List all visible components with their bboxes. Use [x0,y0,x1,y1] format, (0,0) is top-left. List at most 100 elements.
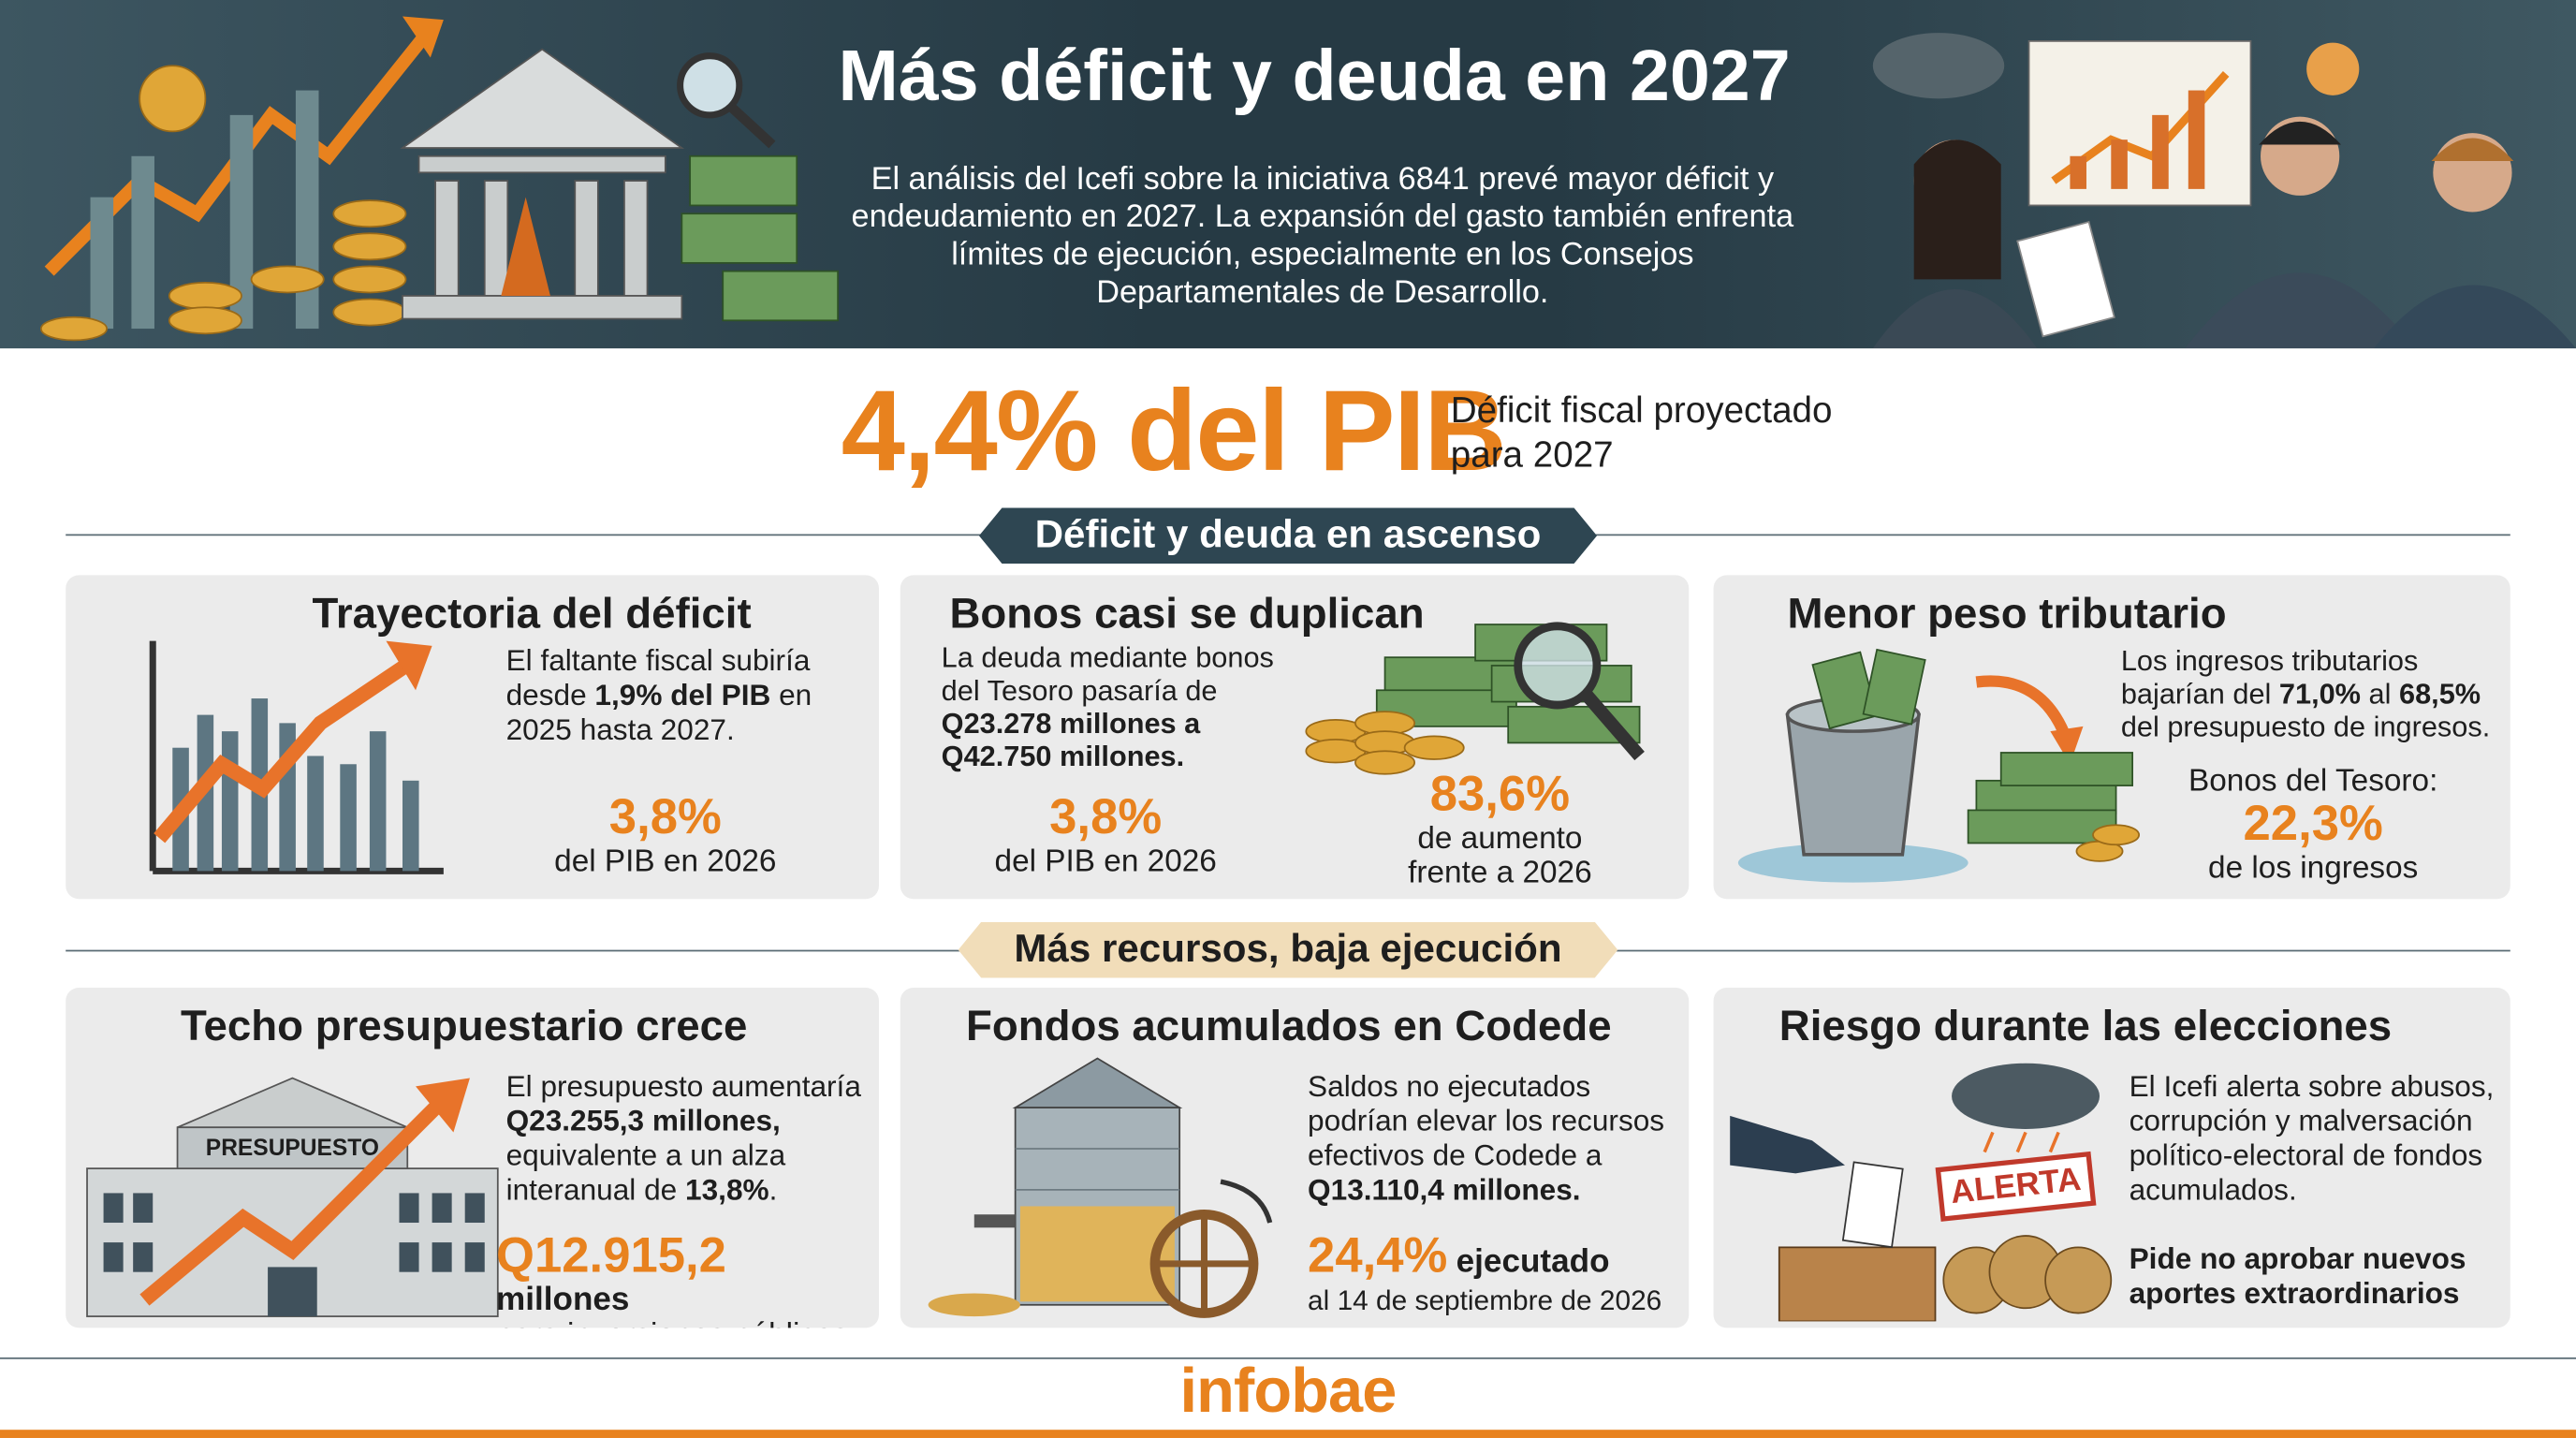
shape [1580,689,1645,761]
shape [1862,648,1926,726]
text-run: El presupuesto aumentaría [505,1069,861,1103]
text-run-bold: 1,9% del PIB [594,678,771,712]
headline-caption: Déficit fiscal proyectado para 2027 [1450,389,1833,476]
text-run-bold: Q23.255,3 millones, [505,1104,781,1137]
footer-bar [0,1430,2576,1438]
shape [2188,90,2205,189]
shape [2092,824,2141,846]
card-title: Techo presupuestario crece [181,1001,748,1050]
shape [168,306,242,335]
card-text: Los ingresos tributarios bajarían del 71… [2121,644,2507,742]
shape [1220,1179,1273,1224]
shape [131,155,154,330]
shape [464,1193,485,1224]
shape [2015,1131,2027,1153]
shape [434,180,460,297]
shape [722,270,839,322]
header-illustration-left [39,16,839,342]
text-run-bold: Q13.110,4 millones. [1308,1173,1581,1207]
shape [416,1078,470,1133]
text-run: en 2025 hasta 2027. [505,678,812,746]
shape [2431,138,2514,162]
text-run: El Icefi alerta sobre abusos, corrupción… [2129,1069,2495,1207]
shape [39,65,407,342]
shape [1952,1063,2100,1129]
shape [1967,752,2133,844]
shape [402,154,683,320]
shape [386,640,432,691]
shape [2044,1246,2113,1314]
section-title: Déficit y deuda en ascenso [979,507,1597,564]
tax-bucket-icon [1737,648,2141,883]
shape [39,315,108,342]
shape [332,298,407,327]
stat-value: 83,6% [1429,767,1571,822]
shape [1375,624,1641,744]
stat-caption: del PIB en 2026 [554,844,777,880]
card: Bonos casi se duplican La deuda mediante… [900,575,1690,900]
text-run: al [2360,677,2399,711]
deficit-chart-icon [149,640,444,874]
shape [1778,1246,1937,1322]
shape [501,197,550,296]
section-heading: Déficit y deuda en ascenso [0,507,2576,564]
stat-heading: Bonos del Tesoro: [2188,764,2438,800]
card-title: Bonos casi se duplican [949,588,1425,638]
shape [1983,1131,1995,1153]
shape [689,154,798,207]
stat-value: Q12.915,2 [496,1229,726,1284]
stat-suffix: ejecutado [1456,1243,1610,1281]
card-title: Trayectoria del déficit [312,588,752,638]
shape [681,213,798,264]
shape [2050,726,2084,765]
shape [402,780,419,872]
shape [2075,824,2141,862]
shape [1811,648,1926,730]
stat-value: 24,4% [1308,1229,1448,1284]
shape [1967,809,2117,844]
shape [177,1077,408,1129]
text-run: El faltante fiscal subiría desde [505,644,811,712]
stat: Bonos del Tesoro: 22,3% de los ingresos [2149,764,2478,886]
card-text: La deuda mediante bonos del Tesoro pasar… [942,641,1295,772]
shape [432,1242,452,1272]
card: Trayectoria del déficit El faltante fisc… [66,575,879,900]
headline-value: 4,4% del PIB [841,366,1507,495]
shape [727,103,776,149]
shape [1975,675,2072,742]
shape [1942,1235,2113,1314]
stat-caption: al 14 de septiembre de 2026 [1308,1284,1662,1317]
shape [1514,622,1602,710]
footer-rule [0,1357,2576,1359]
shape [1730,1115,1845,1174]
shape [1019,1206,1175,1302]
shape [2070,155,2086,189]
text-run: . [768,1173,778,1207]
shape [1872,288,2038,349]
shape [1403,735,1465,760]
shape [139,1097,446,1306]
shape [103,1193,485,1317]
stat: Q12.915,2 millonespara inversiones públi… [496,1229,866,1328]
shape [139,65,207,133]
shape [2374,285,2576,349]
shape [133,1242,154,1272]
stat-caption: de aumento frente a 2026 [1408,821,1592,891]
stat-suffix: millones [496,1282,630,1318]
card-text: El presupuesto aumentaría Q23.255,3 mill… [506,1070,876,1208]
shape [1354,750,1416,775]
shape [399,1193,419,1224]
shape [1305,711,1465,775]
stat: 24,4% ejecutado al 14 de septiembre de 20… [1308,1229,1686,1318]
shape [2306,42,2360,95]
shape [2048,1131,2060,1153]
shape [1841,1161,1904,1249]
stat-caption: del PIB en 2026 [994,844,1217,880]
text-run: La deuda mediante bonos del Tesoro pasar… [941,640,1274,707]
stat-value: 22,3% [2243,797,2383,852]
shape [1999,752,2133,786]
shape [1737,843,1969,883]
card-note: Pide no aprobar nuevos aportes extraordi… [2129,1242,2466,1311]
card-title: Fondos acumulados en Codede [965,1001,1612,1050]
